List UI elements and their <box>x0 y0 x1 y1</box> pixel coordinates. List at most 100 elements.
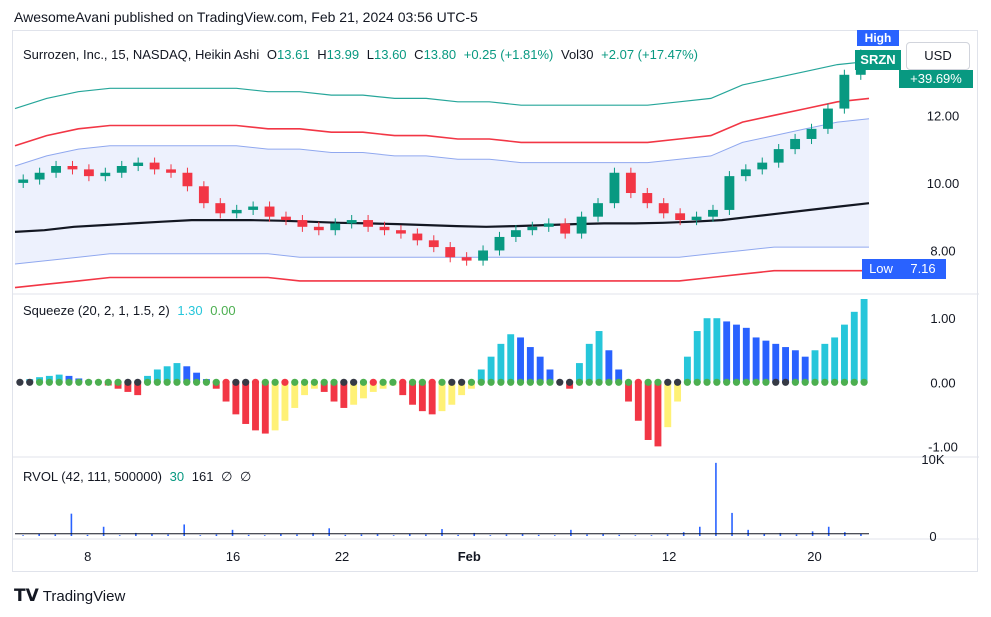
squeeze-dot <box>242 378 250 386</box>
momentum-bar <box>252 382 259 431</box>
candle <box>724 176 735 210</box>
squeeze-dot <box>772 378 780 386</box>
candle <box>445 247 456 258</box>
candle <box>839 74 850 109</box>
momentum-bar <box>438 382 446 412</box>
candle <box>281 216 291 221</box>
momentum-bar <box>742 327 750 383</box>
squeeze-dot <box>723 378 731 386</box>
legend-vol-change: +2.07 (+17.47%) <box>601 47 699 62</box>
squeeze-dot <box>340 378 348 386</box>
momentum-bar <box>369 382 377 392</box>
rvol-legend-name: RVOL (42, 111, 500000) <box>23 469 163 484</box>
squeeze-dot <box>507 378 515 386</box>
legend-change-value: +0.25 (+1.81%) <box>463 47 554 62</box>
logo-text: TradingView <box>42 588 126 605</box>
lower-band-line <box>14 246 869 265</box>
currency-button[interactable]: USD <box>906 42 970 70</box>
momentum-bar <box>762 340 770 383</box>
squeeze-dot <box>389 378 397 386</box>
momentum-bar <box>733 324 740 383</box>
squeeze-dot <box>644 378 652 386</box>
squeeze-dot <box>624 378 633 386</box>
momentum-bar <box>723 321 731 383</box>
squeeze-dot <box>369 378 377 386</box>
rvol-legend: RVOL (42, 111, 500000) 30 161 ∅ ∅ <box>23 469 255 485</box>
momentum-bar <box>634 382 642 421</box>
candle <box>396 230 406 234</box>
squeeze-dot <box>124 378 132 386</box>
candle <box>806 128 817 139</box>
squeeze-dot <box>752 378 760 386</box>
candle <box>51 166 61 173</box>
squeeze-dot <box>65 378 73 386</box>
candle <box>412 233 423 241</box>
momentum-bar <box>585 343 593 383</box>
momentum-bar <box>350 382 358 405</box>
momentum-bar <box>517 337 524 383</box>
squeeze-legend-value-2: 0.00 <box>210 303 236 318</box>
candle <box>297 220 308 227</box>
candle <box>790 138 801 150</box>
momentum-bar <box>546 369 554 383</box>
candle <box>215 203 226 214</box>
squeeze-dot <box>232 378 240 386</box>
squeeze-dot <box>713 378 721 386</box>
rvol-axis-tick: 0 <box>929 529 936 544</box>
candle <box>83 169 94 177</box>
squeeze-dot <box>192 378 201 386</box>
squeeze-dot <box>467 378 476 386</box>
squeeze-dot <box>408 378 417 386</box>
price-legend-symbol: Surrozen, Inc., 15, NASDAQ, Heikin Ashi <box>23 47 260 62</box>
price-legend: Surrozen, Inc., 15, NASDAQ, Heikin Ashi … <box>23 47 702 62</box>
momentum-bar <box>134 382 142 396</box>
legend-vol-label: Vol30 <box>560 47 594 62</box>
squeeze-dot <box>801 378 809 386</box>
momentum-bar <box>487 356 495 383</box>
upper-band-line <box>14 118 870 167</box>
candle <box>198 186 209 204</box>
low-label: Low <box>862 259 900 279</box>
momentum-bar <box>752 337 760 383</box>
momentum-bar <box>782 347 789 383</box>
squeeze-dot <box>350 378 358 386</box>
candle <box>363 220 374 227</box>
momentum-bar <box>242 382 250 424</box>
momentum-bar <box>330 382 338 402</box>
momentum-bar <box>772 343 780 383</box>
momentum-bar <box>458 382 466 396</box>
momentum-bar <box>625 382 632 402</box>
squeeze-dot <box>781 378 790 386</box>
candle <box>264 206 275 217</box>
squeeze-dot <box>732 378 741 386</box>
momentum-bar <box>713 318 721 383</box>
candle <box>691 216 702 221</box>
candle <box>773 149 784 163</box>
squeeze-axis-tick: -1.00 <box>928 439 958 454</box>
momentum-bar <box>399 382 407 396</box>
tradingview-logo[interactable]: 𝗧𝗩 TradingView <box>14 586 125 606</box>
time-axis-tick: 16 <box>226 549 240 564</box>
squeeze-dot <box>664 378 672 386</box>
time-axis-tick: Feb <box>458 549 481 564</box>
candle <box>428 240 439 248</box>
tradingview-logo-icon: 𝗧𝗩 <box>14 586 39 605</box>
candle <box>248 206 259 210</box>
squeeze-dot <box>428 378 436 386</box>
squeeze-dot <box>595 378 603 386</box>
candle <box>560 223 571 234</box>
squeeze-dot <box>114 378 122 386</box>
time-axis-tick: 8 <box>84 549 91 564</box>
legend-open-label: O <box>266 47 278 62</box>
candle <box>543 223 554 227</box>
squeeze-dot <box>850 378 858 386</box>
candle <box>149 162 160 170</box>
momentum-bar <box>477 369 485 383</box>
momentum-bar <box>124 382 132 392</box>
legend-low-value: 13.60 <box>374 47 407 62</box>
candle <box>510 230 521 237</box>
squeeze-dot <box>497 378 505 386</box>
squeeze-dot <box>45 378 53 386</box>
momentum-bar <box>261 382 269 434</box>
